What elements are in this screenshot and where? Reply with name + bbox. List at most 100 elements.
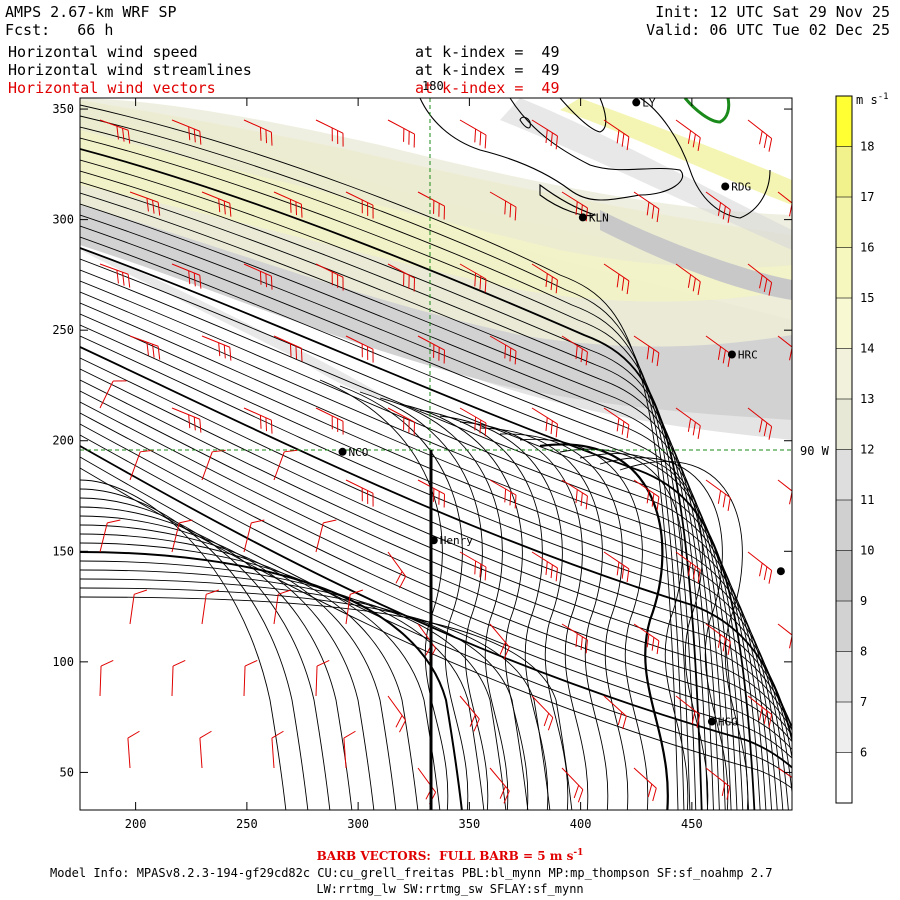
station-label: HGG <box>718 716 738 729</box>
wind-barb <box>633 191 660 223</box>
colorbar-label: 8 <box>860 645 867 659</box>
colorbar-segment <box>836 550 852 601</box>
wind-barb <box>99 263 131 288</box>
streamline <box>80 126 691 810</box>
streamline <box>80 291 778 810</box>
station-label: Henry <box>440 534 473 547</box>
station-marker <box>721 182 730 191</box>
wind-barb <box>243 263 273 290</box>
y-tick-label: 300 <box>52 213 74 227</box>
streamline <box>80 357 792 732</box>
wind-barb <box>243 407 273 434</box>
wind-barb <box>387 407 415 436</box>
streamline <box>599 457 729 810</box>
station-label: RDG <box>731 180 751 193</box>
wind-barb <box>705 479 731 511</box>
streamline <box>80 596 573 810</box>
streamlines <box>80 104 792 810</box>
streamline <box>80 560 485 810</box>
wind-barb <box>675 551 701 583</box>
wind-barb <box>129 589 148 625</box>
station-marker <box>429 536 438 545</box>
wind-barb <box>315 659 330 697</box>
wind-barb <box>171 263 202 289</box>
colorbar-label: 17 <box>860 190 874 204</box>
streamline <box>80 488 309 810</box>
wind-barbs <box>99 119 792 805</box>
y-tick-label: 50 <box>60 765 74 779</box>
station-marker <box>707 717 716 726</box>
wind-barb <box>531 119 558 150</box>
wind-barb <box>459 263 487 293</box>
station-label: HRC <box>738 348 758 361</box>
x-tick-label: 350 <box>459 817 481 831</box>
wind-barb <box>315 519 337 553</box>
wind-barb <box>489 191 517 221</box>
wind-barb <box>199 730 212 769</box>
wind-barb <box>171 407 202 433</box>
wind-barb <box>343 730 356 769</box>
wind-barb <box>561 335 588 366</box>
colorbar-label: 14 <box>860 342 874 356</box>
streamline <box>80 390 792 731</box>
colorbar: 18 17 16 15 14 13 12 11 10 9 8 7 6 <box>835 95 874 804</box>
wind-barb <box>201 191 232 217</box>
wind-barb <box>345 335 374 363</box>
streamline <box>80 170 714 810</box>
streamline <box>80 456 792 779</box>
wind-barb <box>705 767 731 800</box>
wind-barb <box>417 335 445 364</box>
y-axis: 50 100 150 200 250 300 350 <box>52 102 792 779</box>
field-level-vectors: at k-index = 49 <box>415 79 560 97</box>
colorbar-segment <box>836 96 852 147</box>
x-axis: 200 250 300 350 400 450 <box>125 98 703 831</box>
streamline <box>399 403 529 810</box>
wind-barb <box>171 519 193 553</box>
colorbar-segment <box>836 146 852 197</box>
streamline <box>80 379 792 728</box>
colorbar-label: 9 <box>860 594 867 608</box>
wind-barb <box>127 730 140 769</box>
colorbar-segment <box>836 601 852 652</box>
streamline <box>499 433 629 810</box>
wind-barb <box>273 449 298 481</box>
wind-barb <box>603 695 627 730</box>
field-level-streamlines: at k-index = 49 <box>415 61 560 79</box>
wind-barb <box>459 119 487 149</box>
wind-barb <box>243 119 273 146</box>
station-marker <box>338 447 347 456</box>
x-tick-label: 450 <box>681 817 703 831</box>
field-level-speed: at k-index = 49 <box>415 43 560 61</box>
wind-barb <box>345 589 364 625</box>
wind-barb <box>345 479 374 507</box>
station-label: KLN <box>589 211 609 224</box>
wind-barb <box>271 730 284 769</box>
wind-barb <box>273 335 303 362</box>
streamline <box>80 181 720 810</box>
wind-barb <box>315 407 344 435</box>
streamline <box>80 258 761 810</box>
streamline <box>80 203 732 810</box>
coastlines <box>419 98 771 219</box>
colorbar-units-text: m s <box>856 93 878 107</box>
wind-barb <box>99 659 114 697</box>
wind-barb <box>705 623 731 655</box>
streamline <box>80 247 756 810</box>
wind-barb <box>603 263 630 295</box>
wind-barb <box>171 659 186 697</box>
valid-time: Valid: 06 UTC Tue 02 Dec 25 <box>646 21 890 39</box>
wind-barb <box>99 519 121 553</box>
init-time: Init: 12 UTC Sat 29 Nov 25 <box>655 3 890 21</box>
streamline <box>80 302 784 810</box>
wind-barb <box>387 263 415 292</box>
field-name-speed: Horizontal wind speed <box>8 43 198 61</box>
streamline <box>459 421 589 810</box>
streamline <box>80 578 529 810</box>
wind-barb <box>633 335 660 367</box>
wind-barb <box>129 191 161 216</box>
colorbar-segment <box>836 651 852 702</box>
colorbar-segment <box>836 298 852 349</box>
colorbar-label: 16 <box>860 241 874 255</box>
streamline <box>80 423 792 751</box>
streamline <box>80 401 792 736</box>
